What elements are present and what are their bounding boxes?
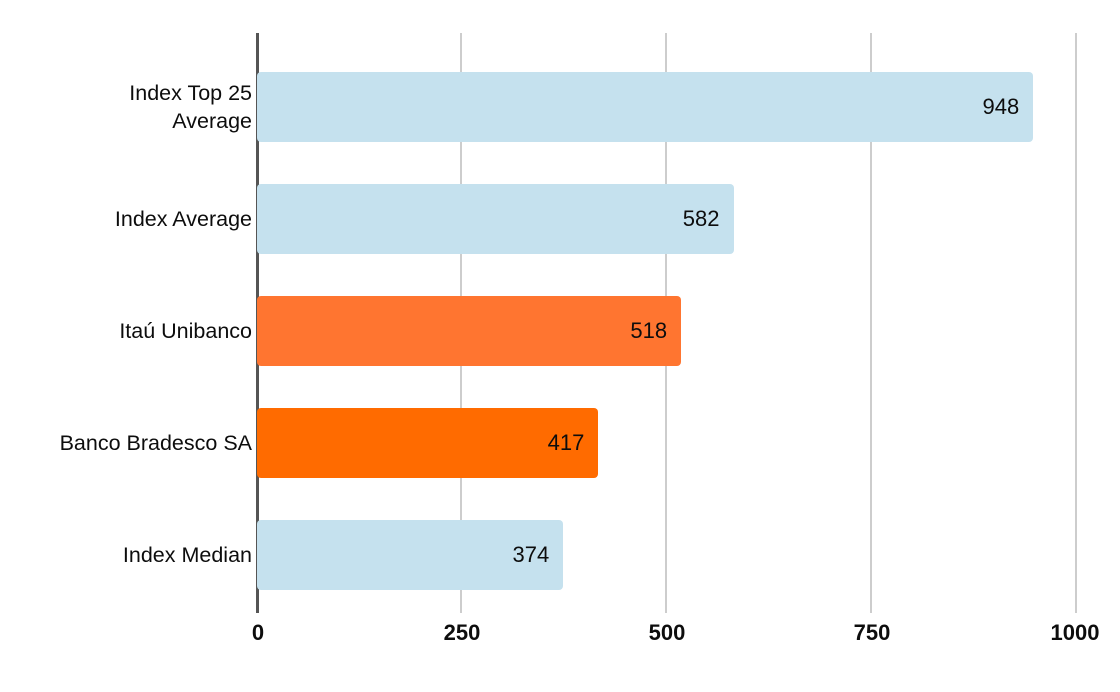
category-label-itau-unibanco: Itaú Unibanco bbox=[119, 275, 252, 387]
bar-row: Itaú Unibanco 518 bbox=[0, 275, 1120, 387]
category-label-line2: Average bbox=[172, 109, 252, 133]
x-axis-tick-250: 250 bbox=[443, 620, 481, 645]
bar-itau-unibanco[interactable]: 518 bbox=[257, 296, 682, 366]
bar-row: Banco Bradesco SA 417 bbox=[0, 387, 1120, 499]
category-label-index-median: Index Median bbox=[123, 499, 252, 611]
bar-track: 948 bbox=[257, 72, 1034, 142]
x-axis-tick-750: 750 bbox=[853, 620, 891, 645]
bar-track: 417 bbox=[257, 408, 599, 478]
bar-value-label: 518 bbox=[630, 318, 668, 343]
category-label-line1: Banco Bradesco SA bbox=[59, 431, 252, 455]
bar-track: 518 bbox=[257, 296, 682, 366]
bar-value-label: 582 bbox=[682, 206, 720, 231]
category-label-line1: Itaú Unibanco bbox=[119, 319, 252, 343]
category-label-index-average: Index Average bbox=[115, 163, 252, 275]
bar-track: 374 bbox=[257, 520, 564, 590]
bar-value-label: 374 bbox=[512, 542, 550, 567]
bar-row: Index Median 374 bbox=[0, 499, 1120, 611]
bar-row: Index Top 25 Average 948 bbox=[0, 51, 1120, 163]
category-label-index-top-25-average: Index Top 25 Average bbox=[129, 51, 252, 163]
gridline-750 bbox=[870, 33, 872, 613]
bar-row: Index Average 582 bbox=[0, 163, 1120, 275]
bar-track: 582 bbox=[257, 184, 734, 254]
x-axis-tick-0: 0 bbox=[251, 620, 265, 645]
gridline-1000 bbox=[1075, 33, 1077, 613]
category-label-banco-bradesco-sa: Banco Bradesco SA bbox=[60, 387, 252, 499]
x-axis-tick-1000: 1000 bbox=[1050, 620, 1100, 645]
category-label-line1: Index Top 25 bbox=[129, 81, 252, 105]
category-label-line1: Index Average bbox=[114, 207, 252, 231]
bar-value-label: 948 bbox=[982, 94, 1020, 119]
bar-banco-bradesco-sa[interactable]: 417 bbox=[257, 408, 599, 478]
bar-index-median[interactable]: 374 bbox=[257, 520, 564, 590]
bar-value-label: 417 bbox=[547, 430, 585, 455]
bar-index-top-25-average[interactable]: 948 bbox=[257, 72, 1034, 142]
bar-index-average[interactable]: 582 bbox=[257, 184, 734, 254]
x-axis-tick-500: 500 bbox=[648, 620, 686, 645]
category-label-line1: Index Median bbox=[122, 543, 252, 567]
